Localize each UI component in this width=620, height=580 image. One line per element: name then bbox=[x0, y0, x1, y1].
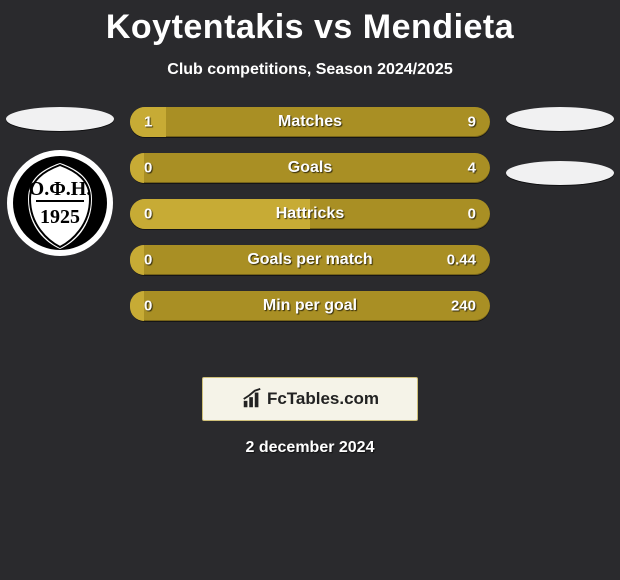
comparison-stage: Ο.Φ.Η. 1925 19Matches 04Goals 00Hattricks 0… bbox=[0, 107, 620, 367]
stat-row: 00.44Goals per match bbox=[130, 245, 490, 275]
stat-label: Hattricks bbox=[130, 205, 490, 223]
page-title: Koytentakis vs Mendieta bbox=[0, 0, 620, 47]
right-player-column bbox=[500, 107, 620, 185]
player1-name: Koytentakis bbox=[106, 8, 304, 46]
player1-photo-placeholder bbox=[6, 107, 114, 131]
stat-row: 04Goals bbox=[130, 153, 490, 183]
chart-icon bbox=[241, 388, 263, 410]
stat-row: 0240Min per goal bbox=[130, 291, 490, 321]
player2-photo-placeholder bbox=[506, 107, 614, 131]
stat-label: Goals per match bbox=[130, 251, 490, 269]
stat-label: Matches bbox=[130, 113, 490, 131]
stat-row: 00Hattricks bbox=[130, 199, 490, 229]
vs-text: vs bbox=[304, 8, 363, 46]
stat-bars: 19Matches 04Goals 00Hattricks 00.44Goals pe… bbox=[130, 107, 490, 337]
date-line: 2 december 2024 bbox=[0, 439, 620, 457]
player2-club-placeholder bbox=[506, 161, 614, 185]
player2-name: Mendieta bbox=[363, 8, 514, 46]
badge-year: 1925 bbox=[40, 206, 80, 228]
brand-box[interactable]: FcTables.com bbox=[202, 377, 418, 421]
stat-label: Min per goal bbox=[130, 297, 490, 315]
brand-text: FcTables.com bbox=[267, 389, 379, 409]
badge-text-top: Ο.Φ.Η. bbox=[29, 178, 92, 200]
stat-row: 19Matches bbox=[130, 107, 490, 137]
left-player-column: Ο.Φ.Η. 1925 bbox=[0, 107, 120, 257]
player1-club-badge: Ο.Φ.Η. 1925 bbox=[6, 149, 114, 257]
subtitle: Club competitions, Season 2024/2025 bbox=[0, 61, 620, 79]
stat-label: Goals bbox=[130, 159, 490, 177]
